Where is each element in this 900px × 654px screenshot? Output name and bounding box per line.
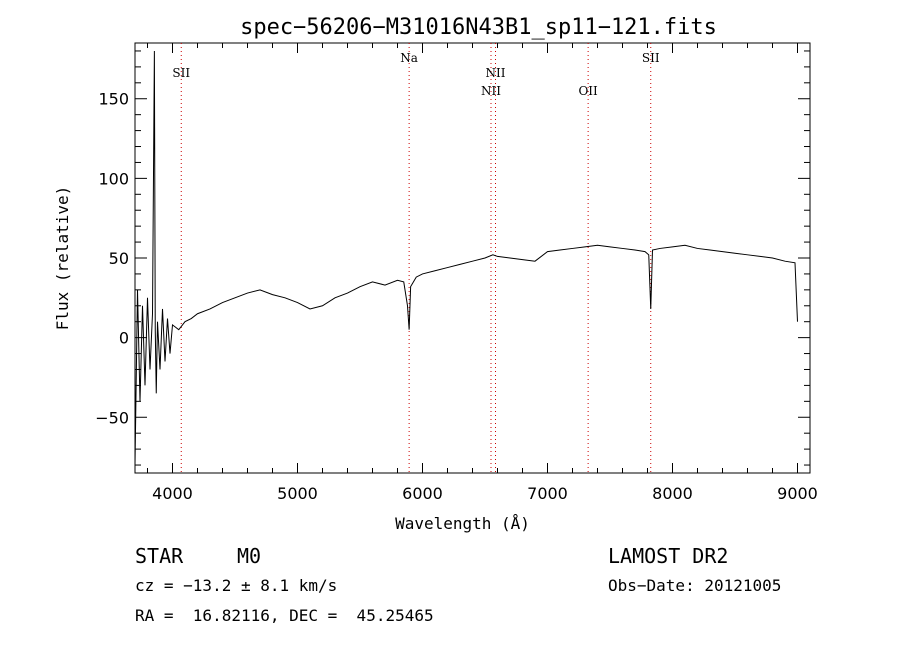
spectral-line-label: Na [400,51,418,65]
y-axis-label: Flux (relative) [53,186,72,331]
x-tick-label: 4000 [152,484,193,503]
chart-title: spec−56206−M31016N43B1_sp11−121.fits [240,15,717,40]
obs-date-line: Obs−Date: 20121005 [608,576,782,595]
object-subclass: M0 [237,544,262,568]
x-tick-label: 5000 [277,484,318,503]
survey-label: LAMOST DR2 [608,544,729,568]
x-tick-label: 7000 [527,484,568,503]
y-tick-label: −50 [95,408,129,427]
x-axis-label: Wavelength (Å) [395,514,530,533]
spectral-line-label: NII [486,66,506,80]
object-class: STAR [135,544,184,568]
y-tick-label: 50 [109,249,129,268]
spectral-line-label: OII [578,84,598,98]
spectral-line-label: NII [481,84,501,98]
y-tick-label: 0 [119,329,129,348]
cz-line: cz = −13.2 ± 8.1 km/s [135,576,338,595]
spectrum-line [134,50,798,466]
x-tick-label: 6000 [402,484,443,503]
x-tick-label: 9000 [777,484,818,503]
radec-line: RA = 16.82116, DEC = 45.25465 [135,606,434,625]
x-tick-label: 8000 [652,484,693,503]
spectral-line-label: SII [172,66,190,80]
y-tick-label: 150 [98,90,129,109]
plot-frame [134,42,811,474]
y-tick-label: 100 [98,169,129,188]
spectral-line-label: SII [642,51,660,65]
